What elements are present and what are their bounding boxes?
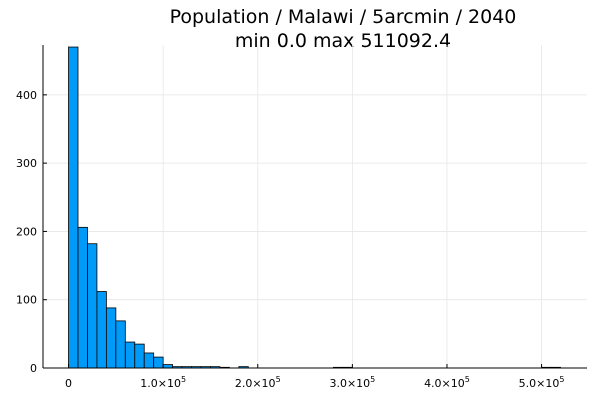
y-tick-label: 100 — [16, 294, 37, 307]
x-tick-label: 2.0×105 — [235, 375, 281, 390]
histogram-bar — [77, 226, 88, 369]
x-tick-label: 4.0×105 — [424, 375, 470, 390]
histogram-bar — [153, 356, 164, 369]
histogram-bar — [87, 243, 98, 369]
y-tick-label: 300 — [16, 157, 37, 170]
histogram-bar — [68, 46, 79, 369]
histogram-bar — [134, 343, 145, 369]
chart-title-line-1: Population / Malawi / 5arcmin / 2040 — [170, 6, 517, 28]
histogram-bar — [115, 320, 126, 369]
axes — [42, 45, 587, 369]
histogram-bar — [105, 307, 117, 369]
y-tick-label: 0 — [30, 362, 37, 375]
x-axis-ticks: 0 1.0×105 2.0×105 3.0×105 4.0×105 5.0×105 — [65, 364, 564, 390]
x-tick-label: 1.0×105 — [140, 375, 186, 390]
y-tick-label: 400 — [16, 89, 37, 102]
histogram-bar — [162, 364, 174, 369]
histogram-bar — [143, 352, 155, 369]
histogram-bar — [124, 341, 136, 369]
x-tick-label: 3.0×105 — [329, 375, 375, 390]
y-tick-label: 200 — [16, 225, 37, 238]
x-tick-label: 5.0×105 — [519, 375, 565, 390]
y-axis-ticks: 0 100 200 300 400 — [16, 89, 47, 375]
chart-title-line-2: min 0.0 max 511092.4 — [235, 30, 451, 52]
histogram-bar — [96, 291, 107, 369]
x-tick-label: 0 — [65, 377, 72, 390]
grid — [43, 45, 587, 369]
